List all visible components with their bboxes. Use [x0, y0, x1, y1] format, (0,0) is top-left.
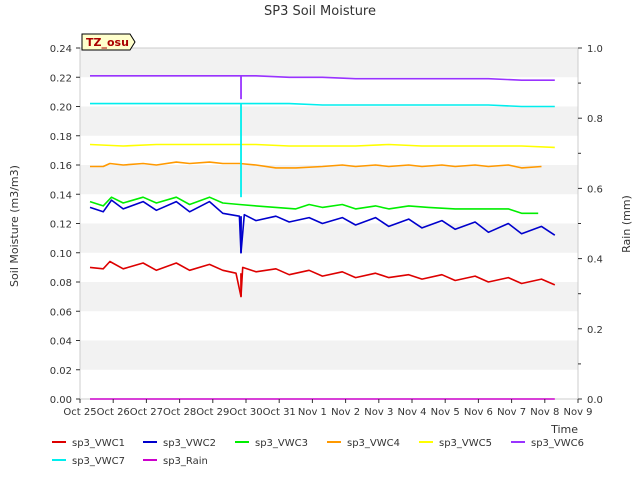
- legend-item: sp3_Rain: [143, 456, 208, 467]
- legend-label: sp3_VWC3: [255, 438, 308, 449]
- x-tick-label: Oct 31: [263, 407, 296, 418]
- y2-tick-label: 0.6: [587, 184, 603, 195]
- y-axis-label: Soil Moisture (m3/m3): [8, 165, 21, 287]
- legend-label: sp3_VWC1: [72, 438, 125, 449]
- y-tick-label: 0.22: [50, 73, 72, 84]
- station-badge-label: TZ_osu: [86, 36, 129, 49]
- y-tick-label: 0.24: [50, 44, 72, 55]
- x-tick-label: Nov 6: [464, 407, 493, 418]
- series-line-sp3-vwc5: [89, 143, 555, 149]
- x-tick-label: Nov 1: [298, 407, 327, 418]
- grid-band: [80, 252, 578, 282]
- legend-item: sp3_VWC3: [235, 438, 308, 449]
- y-tick-label: 0.20: [50, 103, 72, 114]
- y2-axis-ticks: 0.0 0.2 0.4 0.6 0.8 1.0: [578, 44, 603, 406]
- legend-label: sp3_VWC2: [163, 438, 216, 449]
- grid-band: [80, 282, 578, 312]
- grid-band: [80, 135, 578, 165]
- series-line-sp3-vwc2: [89, 199, 556, 254]
- station-badge: TZ_osu: [81, 33, 136, 51]
- legend: sp3_VWC1 sp3_VWC2 sp3_VWC3 sp3_VWC4 sp3_VWC5…: [52, 438, 584, 467]
- grid-band: [80, 77, 578, 107]
- legend-item: sp3_VWC5: [419, 438, 492, 449]
- y2-tick-label: 0.2: [587, 325, 603, 336]
- grid-band: [80, 369, 578, 399]
- x-tick-label: Oct 25: [63, 407, 96, 418]
- grid-band: [80, 311, 578, 341]
- series-line-sp3-vwc1: [89, 260, 556, 298]
- y-tick-label: 0.16: [50, 161, 72, 172]
- chart-title: SP3 Soil Moisture: [264, 4, 376, 19]
- y-tick-label: 0.08: [50, 278, 72, 289]
- legend-label: sp3_Rain: [163, 456, 208, 467]
- x-tick-label: Oct 28: [163, 407, 196, 418]
- series-line-sp3-vwc7: [90, 102, 555, 108]
- grid-band: [80, 165, 578, 195]
- y-tick-label: 0.00: [50, 395, 72, 406]
- y-tick-label: 0.10: [50, 249, 72, 260]
- legend-item: sp3_VWC6: [511, 438, 584, 449]
- series-line-sp3-vwc3: [89, 196, 539, 215]
- x-axis-label: Time: [550, 423, 578, 436]
- legend-label: sp3_VWC4: [347, 438, 400, 449]
- grid-band: [80, 48, 578, 78]
- x-tick-label: Nov 8: [530, 407, 559, 418]
- series-layer: [89, 75, 556, 400]
- y-tick-label: 0.14: [50, 190, 72, 201]
- legend-item: sp3_VWC7: [52, 456, 125, 467]
- series-line-sp3-vwc6: [90, 75, 555, 81]
- x-tick-label: Nov 5: [431, 407, 460, 418]
- x-tick-label: Oct 29: [196, 407, 229, 418]
- grid-band: [80, 106, 578, 136]
- grid-band: [80, 223, 578, 253]
- x-tick-label: Nov 9: [563, 407, 592, 418]
- y2-tick-label: 0.4: [587, 255, 603, 266]
- y2-axis-label: Rain (mm): [620, 195, 633, 253]
- x-axis-ticks: Oct 25 Oct 26 Oct 27 Oct 28 Oct 29 Oct 30 Oct …: [63, 399, 593, 418]
- y2-tick-label: 0.0: [587, 395, 603, 406]
- legend-item: sp3_VWC4: [327, 438, 400, 449]
- series-line-sp3-vwc4: [90, 161, 542, 169]
- legend-label: sp3_VWC6: [531, 438, 584, 449]
- x-tick-label: Oct 26: [97, 407, 130, 418]
- y-tick-label: 0.18: [50, 132, 72, 143]
- y-tick-label: 0.06: [50, 307, 72, 318]
- x-tick-label: Nov 7: [497, 407, 526, 418]
- x-tick-label: Nov 2: [331, 407, 360, 418]
- y-tick-label: 0.02: [50, 366, 72, 377]
- x-tick-label: Nov 3: [364, 407, 393, 418]
- y2-tick-label: 0.8: [587, 114, 603, 125]
- y-tick-label: 0.12: [50, 220, 72, 231]
- x-tick-label: Nov 4: [397, 407, 426, 418]
- y-axis-ticks: 0.00 0.02 0.04 0.06 0.08 0.10 0.12 0.14 0.16 0.18…: [50, 44, 80, 406]
- grid-band: [80, 340, 578, 370]
- legend-item: sp3_VWC2: [143, 438, 216, 449]
- legend-label: sp3_VWC5: [439, 438, 492, 449]
- grid-bands: [80, 48, 578, 399]
- x-tick-label: Oct 27: [130, 407, 163, 418]
- x-tick-label: Oct 30: [229, 407, 262, 418]
- y-tick-label: 0.04: [50, 337, 72, 348]
- legend-item: sp3_VWC1: [52, 438, 125, 449]
- y2-tick-label: 1.0: [587, 44, 603, 55]
- legend-label: sp3_VWC7: [72, 456, 125, 467]
